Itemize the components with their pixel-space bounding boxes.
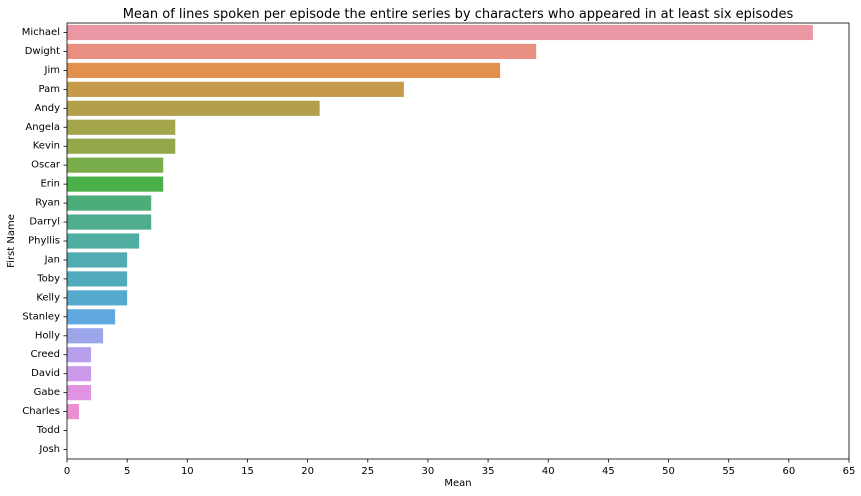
x-tick-label: 25 — [361, 466, 374, 477]
chart-title: Mean of lines spoken per episode the ent… — [123, 7, 794, 22]
y-tick-label: Pam — [39, 84, 60, 95]
y-tick-label: Gabe — [34, 387, 60, 398]
bar-jan — [67, 252, 128, 268]
bar-jim — [67, 62, 501, 78]
x-tick-label: 10 — [181, 466, 194, 477]
bar-holly — [67, 328, 104, 344]
x-tick-label: 65 — [843, 466, 856, 477]
x-tick-label: 40 — [542, 466, 555, 477]
x-tick-label: 45 — [602, 466, 615, 477]
bar-toby — [67, 271, 128, 287]
bar-charles — [67, 404, 80, 420]
x-axis-label: Mean — [444, 478, 471, 489]
y-tick-label: Stanley — [22, 311, 60, 322]
x-tick-label: 55 — [722, 466, 735, 477]
bar-creed — [67, 347, 92, 363]
y-tick-label: Angela — [25, 122, 60, 133]
y-tick-label: Jim — [44, 65, 60, 76]
bar-stanley — [67, 309, 116, 325]
x-axis-ticks: 0 5 10 15 20 25 30 35 40 45 50 55 60 65 — [64, 459, 856, 477]
y-tick-labels: Michael Dwight Jim Pam Andy Angela Kevin Oscar E… — [22, 27, 67, 455]
bar-pam — [67, 81, 404, 97]
bar-gabe — [67, 385, 92, 401]
y-tick-label: Josh — [38, 444, 60, 455]
y-tick-label: Jan — [44, 254, 60, 265]
bar-andy — [67, 100, 320, 116]
bar-michael — [67, 24, 813, 41]
y-tick-label: Toby — [36, 273, 60, 284]
bar-angela — [67, 119, 176, 135]
y-tick-label: Oscar — [31, 160, 61, 171]
plot-frame — [66, 22, 850, 460]
y-tick-label: Michael — [22, 27, 60, 38]
y-tick-label: Kevin — [33, 141, 60, 152]
y-tick-label: Ryan — [35, 198, 60, 209]
bar-erin — [67, 176, 164, 192]
x-tick-label: 50 — [662, 466, 675, 477]
y-tick-label: David — [31, 368, 60, 379]
y-axis-label: First Name — [6, 214, 17, 268]
bar-phyllis — [67, 233, 140, 249]
bar-kelly — [67, 290, 128, 306]
y-tick-label: Creed — [30, 349, 60, 360]
bar-kevin — [67, 138, 176, 154]
y-tick-label: Charles — [22, 406, 60, 417]
bar-ryan — [67, 195, 152, 211]
bar-darryl — [67, 214, 152, 230]
bar-david — [67, 366, 92, 382]
x-tick-label: 20 — [301, 466, 314, 477]
x-tick-label: 15 — [241, 466, 254, 477]
x-tick-label: 60 — [782, 466, 795, 477]
y-tick-label: Phyllis — [28, 236, 60, 247]
bars-group — [67, 24, 813, 420]
y-tick-label: Todd — [36, 425, 60, 436]
x-tick-label: 30 — [422, 466, 435, 477]
x-tick-label: 35 — [482, 466, 495, 477]
x-tick-label: 5 — [124, 466, 130, 477]
y-tick-label: Kelly — [36, 292, 60, 303]
y-tick-label: Darryl — [29, 217, 60, 228]
bar-dwight — [67, 43, 537, 60]
y-tick-label: Holly — [35, 330, 60, 341]
y-tick-label: Erin — [40, 179, 60, 190]
y-tick-label: Dwight — [25, 46, 60, 57]
bar-oscar — [67, 157, 164, 173]
y-tick-label: Andy — [35, 103, 61, 114]
x-tick-label: 0 — [64, 466, 70, 477]
